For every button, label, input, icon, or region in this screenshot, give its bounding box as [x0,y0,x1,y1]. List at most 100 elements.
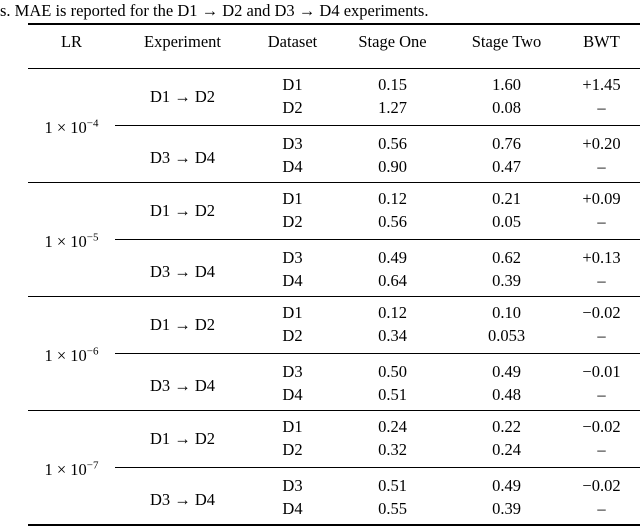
table-row: D3 → D4 D3 0.56 0.76 +0.20 [28,125,640,183]
stage-two-cell: 0.47 [450,155,563,183]
bwt-cell: – [563,497,640,526]
dataset-cell: D1 [282,417,303,436]
dataset-cell: D2 [250,438,335,468]
experiment-cell: D3 → D4 [115,353,250,411]
table-row: D3 → D4 D3 0.49 0.62 +0.13 [28,239,640,297]
stage-two-cell: 0.76 [492,134,521,153]
stage-two-cell: 0.24 [450,438,563,468]
dataset-cell: D3 [282,362,303,381]
experiment-cell: D3 → D4 [115,239,250,297]
stage-one-cell: 0.24 [378,417,407,436]
lr-exponent: −4 [86,117,99,130]
header-row: LR Experiment Dataset Stage One Stage Tw… [28,23,640,69]
table-row: D2 0.32 0.24 – [28,438,640,468]
stage-one-cell: 0.34 [335,324,450,354]
stage-two-cell: 0.62 [492,248,521,267]
experiment-cell: D1 → D2 [115,68,250,126]
header-stage-two: Stage Two [450,23,563,69]
experiment-cell: D3 → D4 [115,467,250,526]
bwt-cell: +0.13 [582,248,621,267]
bwt-cell: – [563,210,640,240]
lr-base: 1 × 10 [44,460,87,479]
lr-group: 1 × 10−5 D1 → D2 D1 0.12 0.21 +0.09 D2 0… [28,182,640,297]
table-row: D4 0.55 0.39 – [28,497,640,526]
dataset-cell: D4 [250,269,335,297]
stage-two-cell: 0.48 [450,383,563,411]
stage-one-cell: 0.56 [335,210,450,240]
bwt-cell: +1.45 [582,75,621,94]
stage-two-cell: 0.49 [492,476,521,495]
lr-cell: 1 × 10−4 [28,68,115,183]
stage-one-cell: 0.56 [378,134,407,153]
bwt-cell: +0.20 [582,134,621,153]
bwt-cell: −0.02 [582,476,621,495]
bwt-cell: −0.02 [582,303,621,322]
dataset-cell: D1 [282,189,303,208]
lr-cell: 1 × 10−6 [28,296,115,411]
table-row: 1 × 10−5 D1 → D2 D1 0.12 0.21 +0.09 [28,182,640,297]
table-row: D3 → D4 D3 0.51 0.49 −0.02 [28,467,640,526]
stage-two-cell: 0.08 [450,96,563,126]
bwt-cell: – [563,324,640,354]
table-row: 1 × 10−6 D1 → D2 D1 0.12 0.10 −0.02 [28,296,640,411]
table-caption: s. MAE is reported for the D1 → D2 and D… [0,1,429,20]
table-row: D2 0.56 0.05 – [28,210,640,240]
experiment-cell: D3 → D4 [115,125,250,183]
stage-two-cell: 0.053 [450,324,563,354]
stage-one-cell: 0.32 [335,438,450,468]
bwt-cell: – [563,383,640,411]
dataset-cell: D1 [282,303,303,322]
header-experiment: Experiment [115,23,250,69]
table-row: D2 0.34 0.053 – [28,324,640,354]
stage-one-cell: 0.12 [378,189,407,208]
lr-exponent: −7 [86,459,99,472]
bwt-cell: – [563,155,640,183]
stage-two-cell: 0.10 [492,303,521,322]
header-stage-one: Stage One [335,23,450,69]
header-dataset: Dataset [250,23,335,69]
stage-one-cell: 0.15 [378,75,407,94]
dataset-cell: D2 [250,324,335,354]
dataset-cell: D2 [250,210,335,240]
experiment-cell: D1 → D2 [115,182,250,240]
experiment-cell: D1 → D2 [115,296,250,354]
stage-two-cell: 1.60 [492,75,521,94]
lr-cell: 1 × 10−5 [28,182,115,297]
dataset-cell: D3 [282,476,303,495]
bwt-cell: +0.09 [582,189,621,208]
stage-one-cell: 0.49 [378,248,407,267]
lr-base: 1 × 10 [44,118,87,137]
dataset-cell: D4 [250,497,335,526]
dataset-cell: D3 [282,248,303,267]
bwt-cell: – [563,96,640,126]
lr-base: 1 × 10 [44,346,87,365]
lr-exponent: −5 [86,231,99,244]
stage-two-cell: 0.05 [450,210,563,240]
bwt-cell: – [563,438,640,468]
stage-one-cell: 1.27 [335,96,450,126]
table-row: D4 0.51 0.48 – [28,383,640,411]
table-row: D3 → D4 D3 0.50 0.49 −0.01 [28,353,640,411]
dataset-cell: D3 [282,134,303,153]
stage-two-cell: 0.49 [492,362,521,381]
table-header: LR Experiment Dataset Stage One Stage Tw… [28,23,640,69]
stage-two-cell: 0.21 [492,189,521,208]
results-table: LR Experiment Dataset Stage One Stage Tw… [28,23,640,526]
dataset-cell: D4 [250,383,335,411]
stage-one-cell: 0.51 [335,383,450,411]
stage-two-cell: 0.39 [450,497,563,526]
stage-one-cell: 0.90 [335,155,450,183]
header-lr: LR [28,23,115,69]
table-row: 1 × 10−7 D1 → D2 D1 0.24 0.22 −0.02 [28,410,640,526]
lr-cell: 1 × 10−7 [28,410,115,526]
lr-base: 1 × 10 [44,232,87,251]
table-row: D4 0.90 0.47 – [28,155,640,183]
bwt-cell: −0.02 [582,417,621,436]
dataset-cell: D2 [250,96,335,126]
stage-two-cell: 0.39 [450,269,563,297]
stage-one-cell: 0.50 [378,362,407,381]
dataset-cell: D4 [250,155,335,183]
table-row: D4 0.64 0.39 – [28,269,640,297]
table-row: D2 1.27 0.08 – [28,96,640,126]
